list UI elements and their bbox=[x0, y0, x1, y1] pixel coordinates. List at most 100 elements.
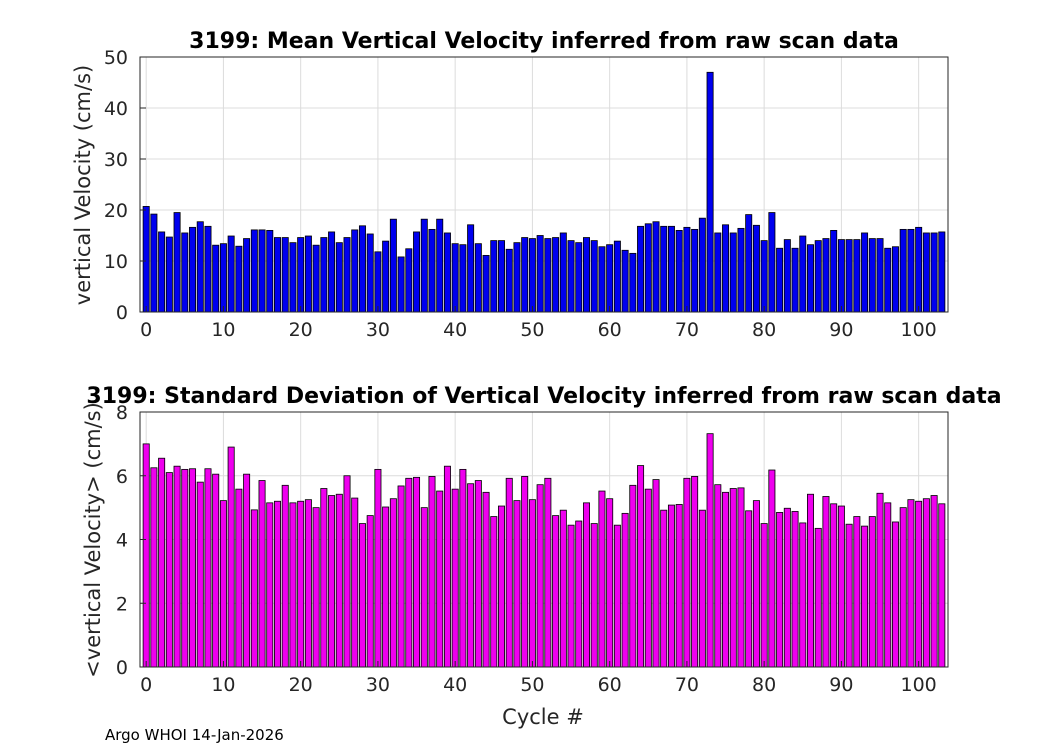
mean-bar bbox=[521, 237, 529, 313]
mean-bar bbox=[891, 246, 899, 313]
std-bar bbox=[467, 483, 475, 668]
std-bar bbox=[629, 484, 637, 668]
std-bar bbox=[598, 490, 606, 668]
mean-bar bbox=[443, 232, 451, 313]
mean-bar bbox=[799, 235, 807, 313]
std-bar bbox=[667, 504, 675, 668]
std-bar bbox=[590, 523, 598, 668]
mean-bar bbox=[158, 231, 166, 313]
mean-bar bbox=[930, 232, 938, 313]
std-xtick-label: 70 bbox=[675, 674, 699, 696]
mean-xtick-label: 40 bbox=[443, 319, 467, 341]
std-bar bbox=[729, 488, 737, 668]
mean-bar bbox=[320, 237, 328, 313]
mean-bar bbox=[243, 238, 251, 313]
mean-bar bbox=[559, 232, 567, 313]
mean-xtick-label: 80 bbox=[752, 319, 776, 341]
mean-bar bbox=[142, 206, 150, 313]
mean-bar bbox=[722, 224, 730, 313]
mean-bar bbox=[413, 231, 421, 313]
std-xtick-label: 0 bbox=[140, 674, 152, 696]
std-bar bbox=[420, 507, 428, 668]
mean-chart-ylabel: vertical Velocity (cm/s) bbox=[71, 65, 95, 305]
std-bar bbox=[837, 505, 845, 668]
mean-bar bbox=[845, 239, 853, 313]
mean-bar bbox=[837, 239, 845, 313]
mean-bar bbox=[528, 238, 536, 313]
std-ytick-label: 6 bbox=[116, 466, 128, 488]
mean-bar bbox=[567, 240, 575, 313]
mean-bar bbox=[853, 239, 861, 313]
std-xtick-label: 20 bbox=[289, 674, 313, 696]
mean-bar bbox=[637, 225, 645, 313]
std-bar bbox=[312, 507, 320, 668]
std-bar bbox=[745, 510, 753, 668]
std-bar bbox=[660, 509, 668, 668]
mean-bar bbox=[389, 218, 397, 313]
mean-bar bbox=[621, 249, 629, 313]
mean-bar bbox=[335, 242, 343, 313]
mean-bar bbox=[606, 244, 614, 313]
std-bar bbox=[845, 523, 853, 668]
std-xtick-label: 60 bbox=[598, 674, 622, 696]
mean-bar bbox=[752, 224, 760, 313]
std-bar bbox=[189, 468, 197, 668]
mean-bar bbox=[150, 213, 158, 313]
std-bar bbox=[142, 443, 150, 668]
std-bar bbox=[922, 498, 930, 668]
mean-bar bbox=[482, 254, 490, 313]
mean-bar bbox=[590, 240, 598, 313]
std-chart-title: 3199: Standard Deviation of Vertical Vel… bbox=[86, 384, 1001, 409]
std-bar bbox=[428, 475, 436, 668]
std-bar bbox=[266, 502, 274, 668]
std-bar bbox=[289, 502, 297, 668]
mean-chart-ticks: 0 10 20 30 40 50 60 70 80 90 100 0 10 20 30 40 50 bbox=[104, 47, 937, 341]
mean-bar bbox=[436, 218, 444, 313]
mean-bar bbox=[281, 237, 289, 313]
std-bar bbox=[358, 523, 366, 668]
mean-xtick-label: 60 bbox=[598, 319, 622, 341]
mean-bar bbox=[683, 226, 691, 313]
mean-bar bbox=[420, 218, 428, 313]
mean-bar bbox=[907, 228, 915, 313]
mean-bar bbox=[467, 224, 475, 313]
std-bar bbox=[915, 500, 923, 668]
std-bar bbox=[552, 515, 560, 668]
std-bar bbox=[853, 516, 861, 668]
mean-bar bbox=[343, 237, 351, 313]
mean-bar bbox=[652, 221, 660, 313]
std-bar bbox=[752, 500, 760, 668]
mean-bar bbox=[667, 225, 675, 313]
mean-bar bbox=[173, 212, 181, 313]
std-bar bbox=[436, 490, 444, 668]
std-bar bbox=[351, 497, 359, 668]
std-bar bbox=[575, 520, 583, 668]
mean-xtick-label: 50 bbox=[520, 319, 544, 341]
std-bar bbox=[320, 488, 328, 668]
std-bar bbox=[304, 499, 312, 668]
mean-bar bbox=[235, 245, 243, 313]
mean-bar bbox=[698, 217, 706, 313]
mean-chart-plot-frame bbox=[139, 56, 949, 313]
mean-bar bbox=[405, 248, 413, 313]
std-bar bbox=[219, 500, 227, 668]
mean-ytick-label: 30 bbox=[104, 149, 128, 171]
std-bar bbox=[498, 505, 506, 668]
std-bar bbox=[868, 516, 876, 668]
std-bar bbox=[698, 509, 706, 668]
std-bar bbox=[567, 524, 575, 668]
std-bar bbox=[652, 479, 660, 668]
std-bar bbox=[691, 475, 699, 668]
mean-bar bbox=[274, 237, 281, 313]
std-bar bbox=[173, 465, 181, 668]
mean-bar bbox=[490, 240, 498, 313]
mean-bar bbox=[358, 225, 366, 313]
std-bar bbox=[528, 499, 536, 668]
mean-bar bbox=[297, 237, 305, 313]
mean-xtick-label: 100 bbox=[901, 319, 937, 341]
std-bar bbox=[814, 527, 822, 668]
std-xtick-label: 50 bbox=[520, 674, 544, 696]
mean-bar bbox=[498, 240, 506, 313]
mean-velocity-chart: 3199: Mean Vertical Velocity inferred fr… bbox=[71, 29, 949, 341]
